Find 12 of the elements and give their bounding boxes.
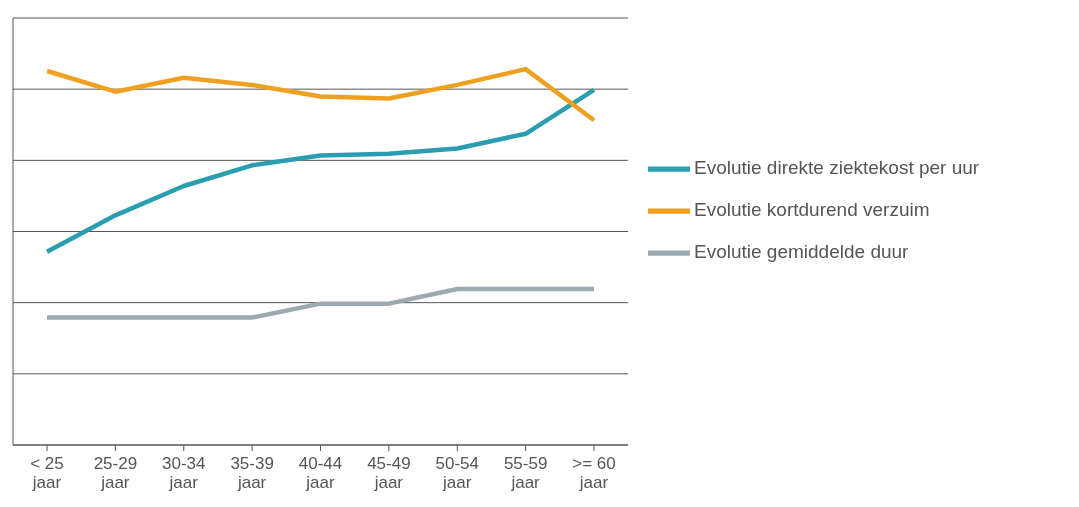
legend-label: Evolutie gemiddelde duur — [694, 241, 909, 263]
legend-label: Evolutie direkte ziektekost per uur — [694, 157, 980, 179]
x-tick-label: 50-54 jaar — [435, 454, 479, 492]
x-tick-label: 40-44 jaar — [298, 454, 343, 492]
x-tick-label: >= 60 jaar — [572, 454, 616, 492]
x-tick-label: 45-49 jaar — [367, 454, 411, 492]
x-tick-label: 55-59 jaar — [503, 454, 548, 492]
x-tick-label: 30-34 jaar — [162, 454, 206, 492]
x-tick-label: 35-39 jaar — [230, 454, 274, 492]
x-tick-label: < 25 jaar — [30, 454, 64, 492]
legend-label: Evolutie kortdurend verzuim — [694, 199, 930, 221]
x-tick-label: 25-29 jaar — [93, 454, 138, 492]
